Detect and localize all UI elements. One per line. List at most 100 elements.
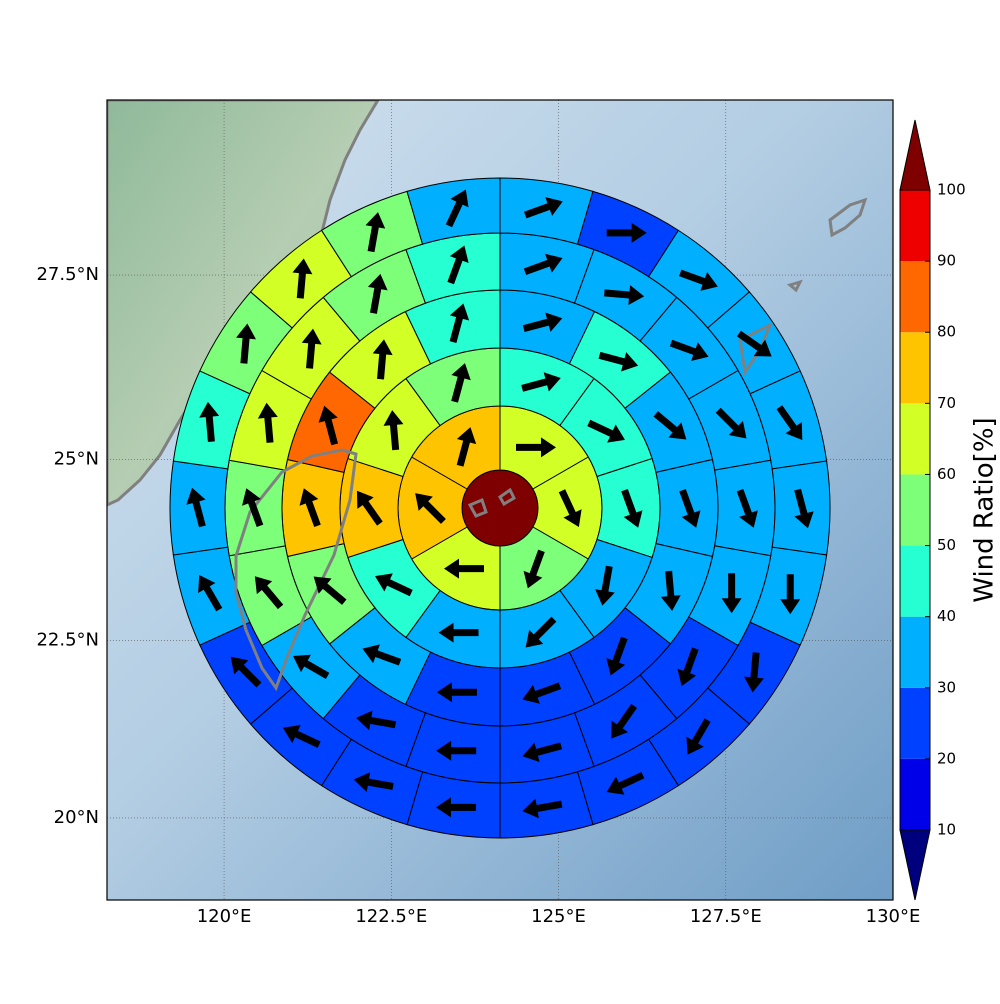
colorbar-band [900,190,930,262]
wind-arrow [715,407,747,439]
wind-arrow [736,488,758,528]
taiwan [234,448,358,692]
wind-arrow [186,487,206,528]
wind-arrow [456,427,477,467]
wind-arrow [522,312,563,333]
wind-arrow [444,558,484,579]
wind-arrow [356,710,397,731]
axes: 120°E 122.5°E 125°E 127.5°E 130°E 20°N 22.5°N 2… [36,264,920,927]
wind-arrow [301,328,322,369]
wind-arrow [611,703,638,739]
wind-arrow [743,652,764,693]
wind-arrow [523,253,563,276]
wind-arrow [621,488,643,528]
colorbar-tick-label: 100 [937,181,966,199]
wind-arrow [436,740,477,761]
wind-arrow [558,489,582,528]
wind-arrow [199,401,220,443]
wind-arrow [242,488,264,528]
wind-arrow [516,437,556,458]
wind-arrow [415,493,446,524]
y-tick-label: 27.5°N [36,264,99,285]
wind-arrow [292,654,330,679]
colorbar-band [900,474,930,546]
wind-arrow [522,742,563,762]
colorbar-tick-label: 40 [937,607,956,625]
colorbar-band [900,758,930,830]
map-frame [106,99,894,901]
wind-arrow [383,410,404,451]
colorbar-band [900,261,930,333]
wind-arrow [525,616,557,648]
colorbar-tick-label: 10 [937,821,956,839]
colorbar-tick-label: 30 [937,678,956,696]
wind-arrow [257,402,278,443]
wind-arrow [435,797,476,818]
wind-arrow [660,570,681,611]
wind-arrow [598,351,639,372]
wind-arrow [679,488,701,528]
wind-arrow [669,339,709,362]
colorbar-band [900,545,930,617]
colorbar-tick-label: 50 [937,536,956,554]
wind-arrow [686,718,711,755]
wind-arrow [436,682,477,703]
wind-arrow [356,490,383,526]
wind-arrow [292,258,313,299]
wind-arrow [445,189,469,228]
wind-arrow [438,622,479,643]
wind-arrow [449,303,470,343]
wind-arrow [313,576,347,605]
wind-arrow [254,576,284,610]
x-tick-label: 127.5°E [690,906,762,927]
y-tick-label: 22.5°N [36,629,99,650]
colorbar-extend-max [899,119,931,191]
wind-arrow [606,222,647,243]
wind-arrow [318,405,339,446]
colorbar-band [900,403,930,475]
wind-arrow [721,573,742,614]
wind-arrow [780,574,801,615]
colorbar-tick-label: 20 [937,749,956,767]
colorbar-band [900,332,930,404]
wind-arrow [523,549,545,589]
wind-arrow [230,656,262,688]
colorbar: 10 20 30 40 50 60 70 80 90 100 [899,119,966,901]
y-tick-label: 25°N [54,449,99,470]
wind-arrow [236,323,257,364]
wind-arrow [367,273,388,314]
wind-arrow [521,372,561,392]
wind-arrow [372,339,393,380]
wind-arrow [606,636,628,676]
wind-arrow [365,212,386,253]
colorbar-label: Wind Ratio[%] [970,417,1000,602]
wind-arrow [595,565,615,606]
wind-arrow [606,771,645,795]
wind-arrow [353,772,394,792]
wind-arrow [679,269,718,291]
colorbar-tick-label: 60 [937,465,956,483]
wind-arrow [794,488,814,529]
wind-arrow [677,647,699,687]
wind-arrow [604,285,645,306]
wind-arrow [374,573,413,597]
wind-cells [169,177,831,839]
x-tick-label: 120°E [197,906,252,927]
wind-arrow [776,405,803,440]
x-tick-label: 130°E [866,906,921,927]
colorbar-tick-label: 70 [937,394,956,412]
wind-arrow [282,725,321,748]
wind-arrow [523,197,563,219]
wind-arrows [186,189,814,819]
wind-arrow [587,419,626,443]
wind-arrow [299,488,321,528]
x-tick-label: 125°E [531,906,586,927]
colorbar-frame [899,189,931,831]
colorbar-band [900,616,930,688]
wind-arrow [653,411,687,440]
x-tick-label: 122.5°E [355,906,427,927]
wind-arrow [736,330,772,357]
colorbar-tick-label: 90 [937,252,956,270]
